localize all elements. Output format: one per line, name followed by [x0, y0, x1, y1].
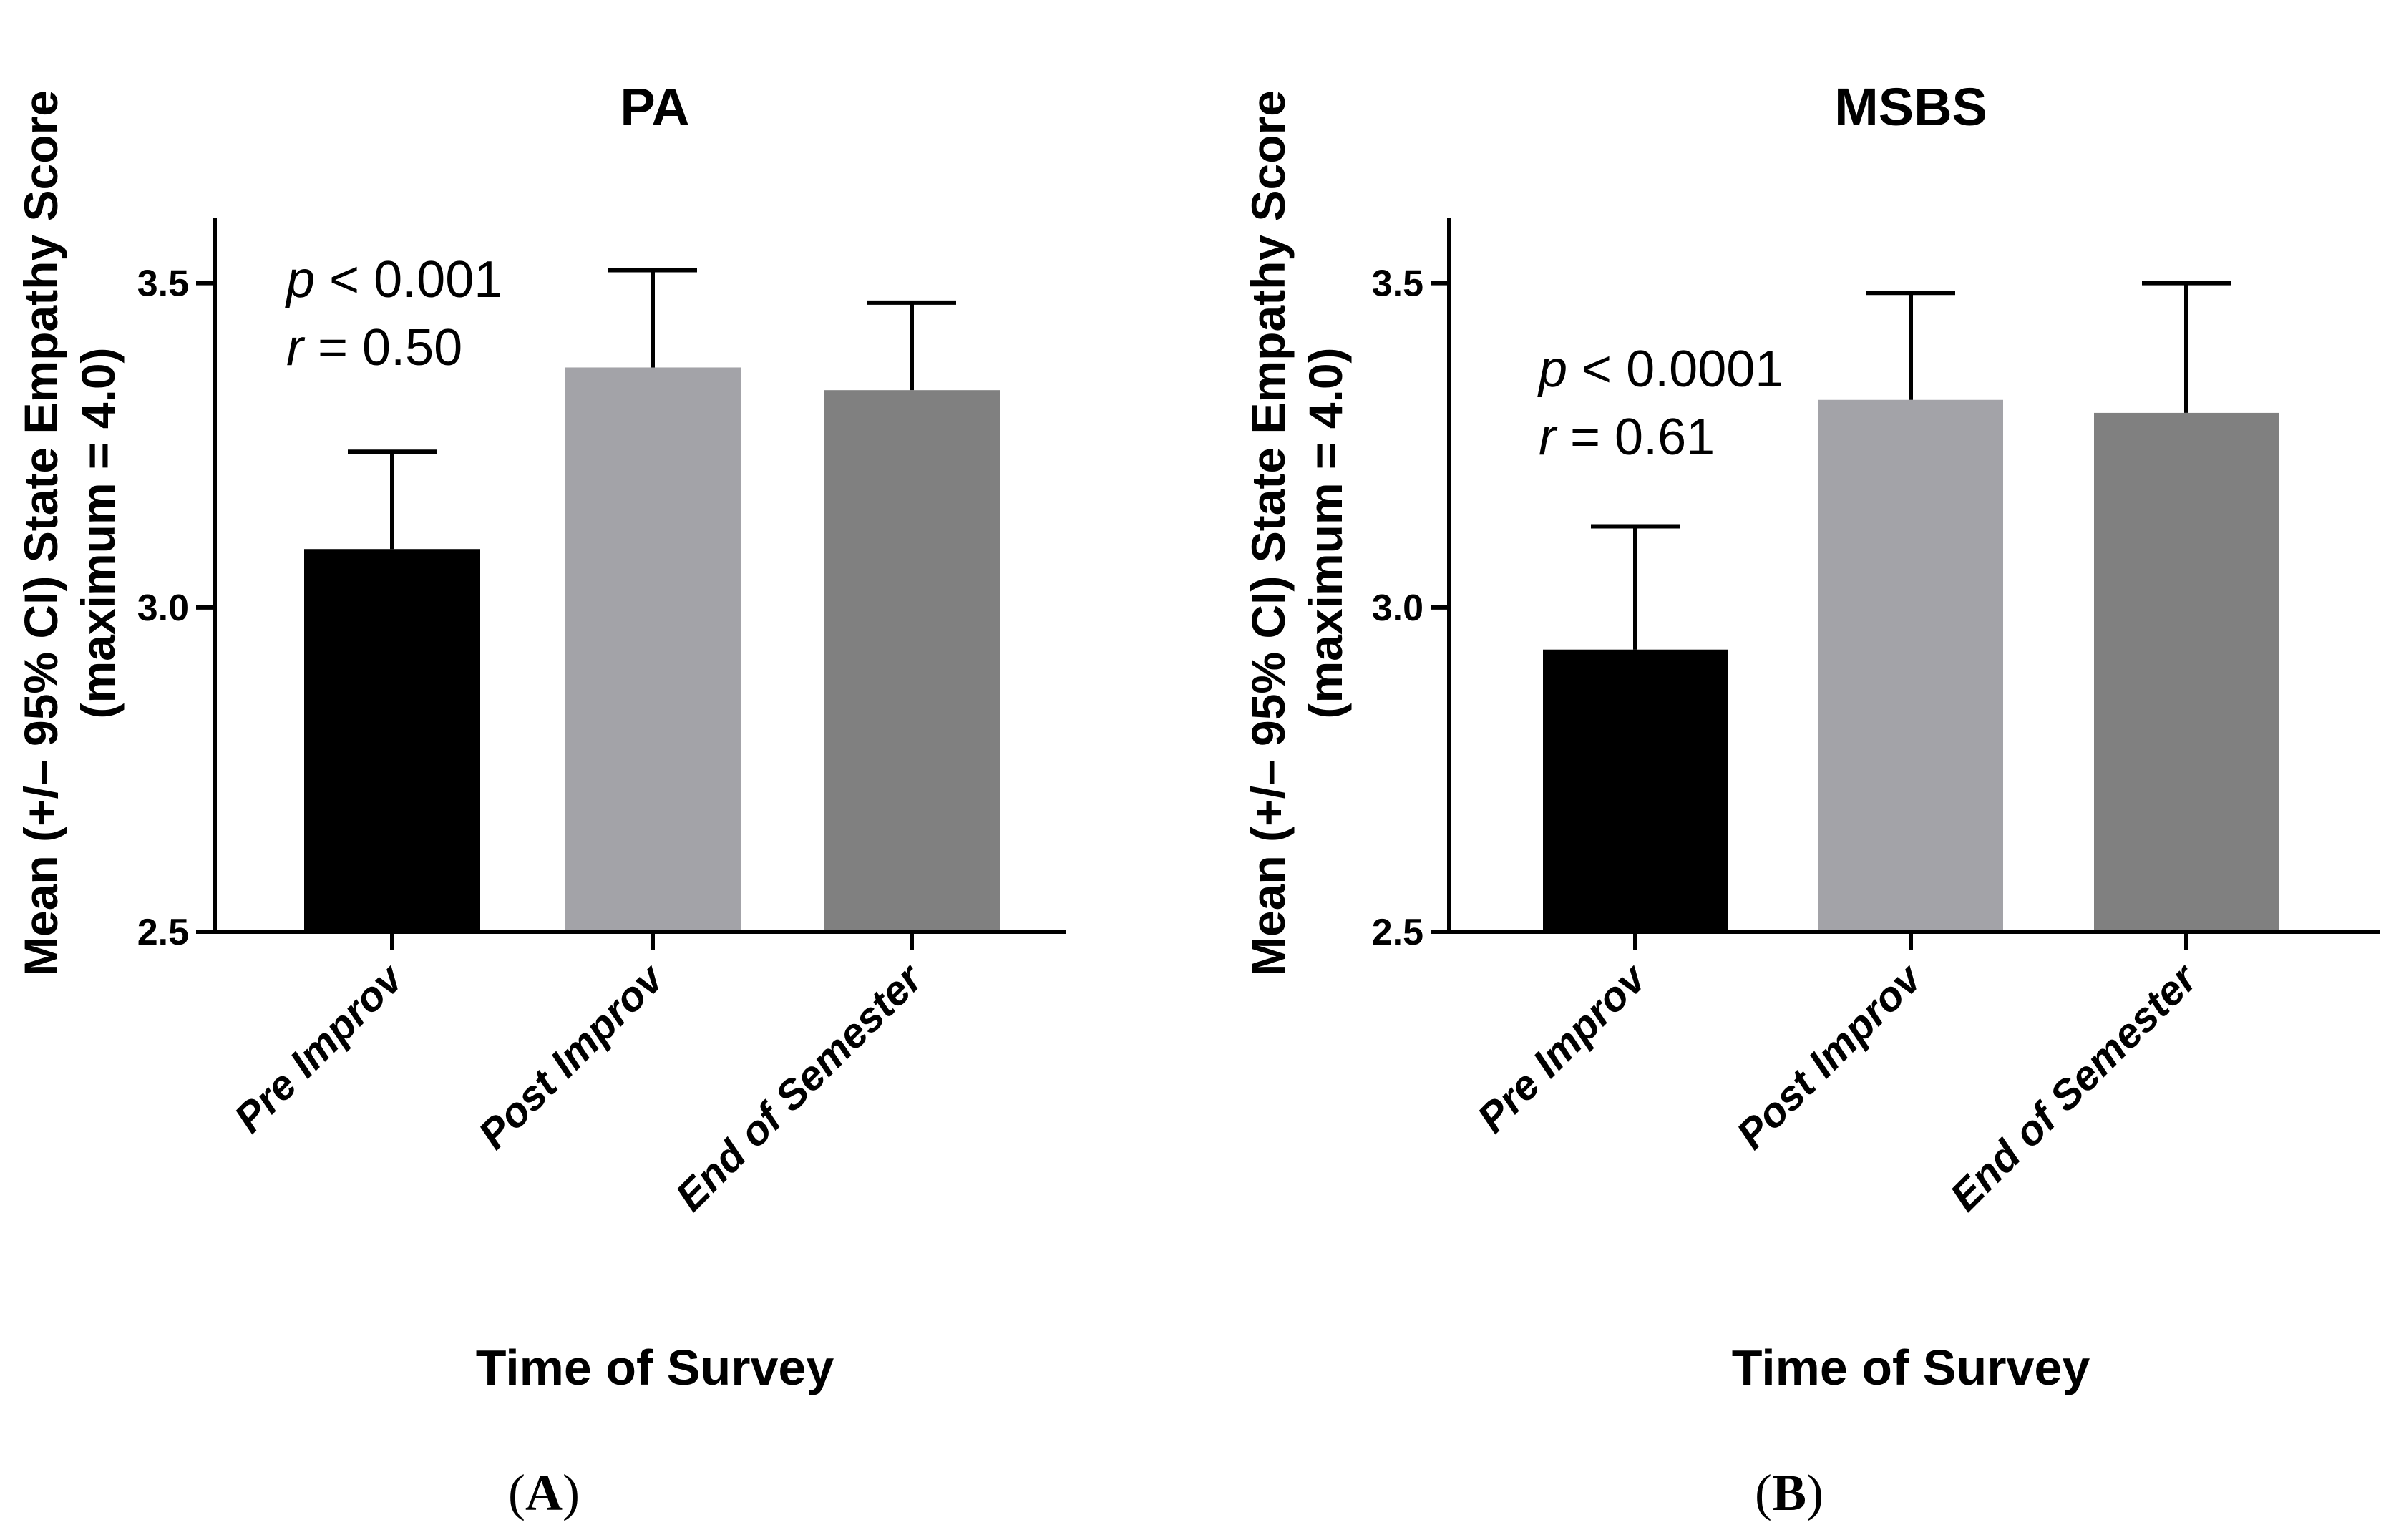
panel-label: (A) — [508, 1464, 580, 1521]
y-axis-label-line1: Mean (+/– 95% CI) State Empathy Score — [14, 90, 67, 976]
x-axis-label: Time of Survey — [476, 1340, 834, 1395]
bar — [304, 549, 480, 932]
chart-title: PA — [620, 77, 689, 137]
panel-a-chart: PA Mean (+/– 95% CI) State Empathy Score… — [14, 77, 1066, 1521]
x-tick-label: Post Improv — [469, 954, 673, 1158]
y-tick-label: 3.0 — [137, 588, 189, 629]
bar — [824, 390, 1000, 932]
panel-label: (B) — [1755, 1464, 1823, 1521]
bar — [1543, 649, 1728, 932]
y-axis-label-line2: (maximum = 4.0) — [72, 347, 125, 718]
x-tick-label: End of Semester — [1942, 954, 2208, 1220]
y-tick-label: 3.0 — [1372, 588, 1423, 629]
x-tick-label: Post Improv — [1728, 954, 1932, 1158]
y-axis-label-line1: Mean (+/– 95% CI) State Empathy Score — [1242, 90, 1295, 976]
panel-b-chart: MSBS Mean (+/– 95% CI) State Empathy Sco… — [1242, 77, 2380, 1521]
bar — [565, 367, 741, 932]
bar — [1818, 399, 2003, 932]
y-tick-label: 2.5 — [137, 912, 189, 953]
effect-size-annotation: r = 0.50 — [286, 319, 462, 376]
x-axis-label: Time of Survey — [1732, 1340, 2090, 1395]
x-tick-label: Pre Improv — [1469, 954, 1656, 1141]
p-value-annotation: p < 0.0001 — [1537, 341, 1783, 398]
chart-title: MSBS — [1834, 77, 1987, 137]
p-value-annotation: p < 0.001 — [285, 251, 502, 308]
y-tick-label: 2.5 — [1372, 912, 1423, 953]
x-tick-label: End of Semester — [667, 954, 933, 1220]
y-tick-label: 3.5 — [137, 263, 189, 305]
effect-size-annotation: r = 0.61 — [1539, 409, 1715, 466]
y-tick-label: 3.5 — [1372, 263, 1423, 305]
x-tick-label: Pre Improv — [225, 954, 413, 1141]
y-axis-label-line2: (maximum = 4.0) — [1299, 347, 1352, 718]
bar — [2094, 412, 2279, 932]
